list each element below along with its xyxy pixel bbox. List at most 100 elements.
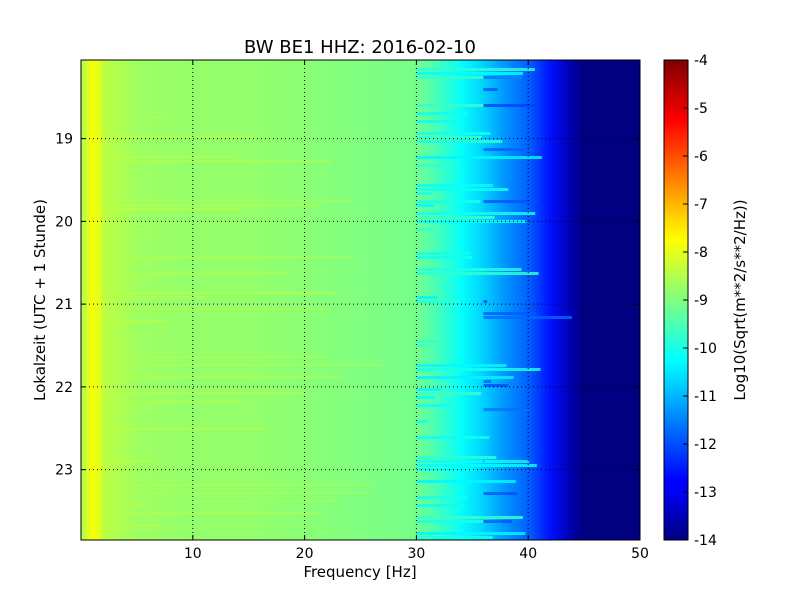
y-tick-label: 20	[55, 214, 73, 230]
heatmap-streak	[416, 296, 438, 299]
heatmap-streak	[416, 268, 522, 271]
colorbar-tick-label: -6	[694, 149, 708, 165]
heatmap-streak	[416, 228, 435, 231]
heatmap-streak	[114, 500, 341, 502]
heatmap-streak	[416, 220, 527, 223]
heatmap-streak	[114, 136, 254, 138]
y-tick-label: 23	[55, 463, 73, 479]
x-axis-label: Frequency [Hz]	[303, 563, 416, 581]
heatmap-streak	[416, 480, 516, 483]
heatmap-streak	[416, 420, 429, 423]
heatmap-streak	[114, 364, 381, 366]
heatmap-streak	[114, 116, 183, 118]
colorbar-tick-label: -5	[694, 101, 708, 117]
heatmap-streak	[416, 212, 536, 215]
heatmap-streak	[416, 532, 526, 535]
colorbar-tick-label: -4	[694, 53, 708, 69]
heatmap-streak	[114, 204, 322, 206]
heatmap-streak	[416, 504, 465, 507]
heatmap-streak	[114, 412, 132, 414]
heatmap-streak	[416, 388, 441, 391]
heatmap-streak	[416, 104, 489, 107]
heatmap-streak	[416, 252, 471, 255]
heatmap-streak	[416, 256, 473, 259]
heatmap-streak	[416, 132, 491, 135]
colorbar-tick-label: -12	[694, 437, 717, 453]
x-tick-label: 40	[519, 546, 537, 562]
x-tick-label: 30	[407, 546, 425, 562]
colorbar-tick-label: -14	[694, 533, 717, 549]
heatmap-streak	[416, 520, 502, 523]
heatmap-streak	[114, 308, 332, 310]
heatmap-streak	[416, 140, 503, 143]
heatmap-streak	[416, 172, 418, 175]
heatmap-streak	[416, 192, 433, 195]
y-axis-label: Lokalzeit (UTC + 1 Stunde)	[31, 199, 49, 401]
heatmap-streak	[114, 408, 127, 410]
heatmap-streak	[114, 296, 208, 298]
grid-lines	[81, 60, 640, 540]
heatmap-streak	[114, 400, 244, 402]
heatmap-streak	[416, 120, 455, 123]
heatmap-streak	[416, 68, 535, 71]
heatmap-streak	[416, 340, 439, 343]
heatmap-streak	[483, 384, 509, 387]
heatmap-streak	[416, 136, 482, 139]
heatmap-streak	[416, 464, 537, 467]
colorbar-tick-label: -9	[694, 293, 708, 309]
heatmap-streak	[114, 392, 304, 394]
heatmap-streak	[114, 292, 338, 294]
heatmap-streak	[114, 228, 150, 230]
x-tick-label: 50	[631, 546, 649, 562]
heatmap-streak	[416, 396, 435, 399]
heatmap-streak	[483, 380, 492, 383]
heatmap-streak	[483, 88, 498, 91]
heatmap-streak	[114, 272, 291, 274]
colorbar: -4 -5 -6 -7 -8 -9 -10 -11 -12 -13 -14 Log10(Sqrt(m…	[663, 53, 749, 549]
heatmap-streak	[416, 392, 482, 395]
heatmap-streak	[114, 280, 148, 282]
heatmap-streak	[114, 376, 341, 378]
x-tick-label: 10	[184, 546, 202, 562]
heatmap-streak	[416, 164, 460, 167]
heatmap-streak	[483, 76, 526, 79]
heatmap-streak	[483, 520, 513, 523]
heatmap-streak	[114, 428, 266, 430]
heatmap-streak	[114, 256, 356, 258]
colorbar-tick-label: -11	[694, 389, 717, 405]
heatmap-streak	[483, 316, 573, 319]
colorbar-tick-label: -13	[694, 485, 717, 501]
heatmap-streaks	[89, 60, 573, 540]
heatmap-streak	[114, 320, 168, 322]
heatmap-streak	[416, 200, 481, 203]
heatmap-streak	[416, 456, 497, 459]
heatmap-streak	[416, 272, 539, 275]
y-tick-label: 22	[55, 380, 73, 396]
colorbar-tick-label: -7	[694, 197, 708, 213]
heatmap-streak	[114, 504, 152, 506]
plot-area: 10 20 30 40 50 19 20 21 22 23	[55, 59, 649, 562]
heatmap-streak	[416, 344, 431, 347]
heatmap-streak	[416, 436, 490, 439]
heatmap-streak	[416, 188, 509, 191]
heatmap-streak	[416, 496, 467, 499]
heatmap-streak	[416, 76, 523, 79]
heatmap-streak	[114, 208, 241, 210]
heatmap-streak	[483, 148, 535, 151]
heatmap-streak	[114, 524, 164, 526]
heatmap-streak	[483, 200, 538, 203]
colorbar-label: Log10(Sqrt(m**2/s**2/Hz))	[731, 199, 749, 400]
x-tick-label: 20	[296, 546, 314, 562]
heatmap-streak	[114, 492, 367, 494]
heatmap-streak	[416, 364, 507, 367]
heatmap-streak	[416, 536, 493, 539]
heatmap-streak	[483, 460, 485, 463]
colorbar-tick-label: -8	[694, 245, 708, 261]
y-tick-label: 19	[55, 132, 73, 148]
heatmap-streak	[483, 492, 518, 495]
plot-frame	[80, 59, 641, 541]
heatmap-streak	[114, 156, 237, 158]
colorbar-tick-label: -10	[694, 341, 717, 357]
heatmap-streak	[416, 112, 468, 115]
